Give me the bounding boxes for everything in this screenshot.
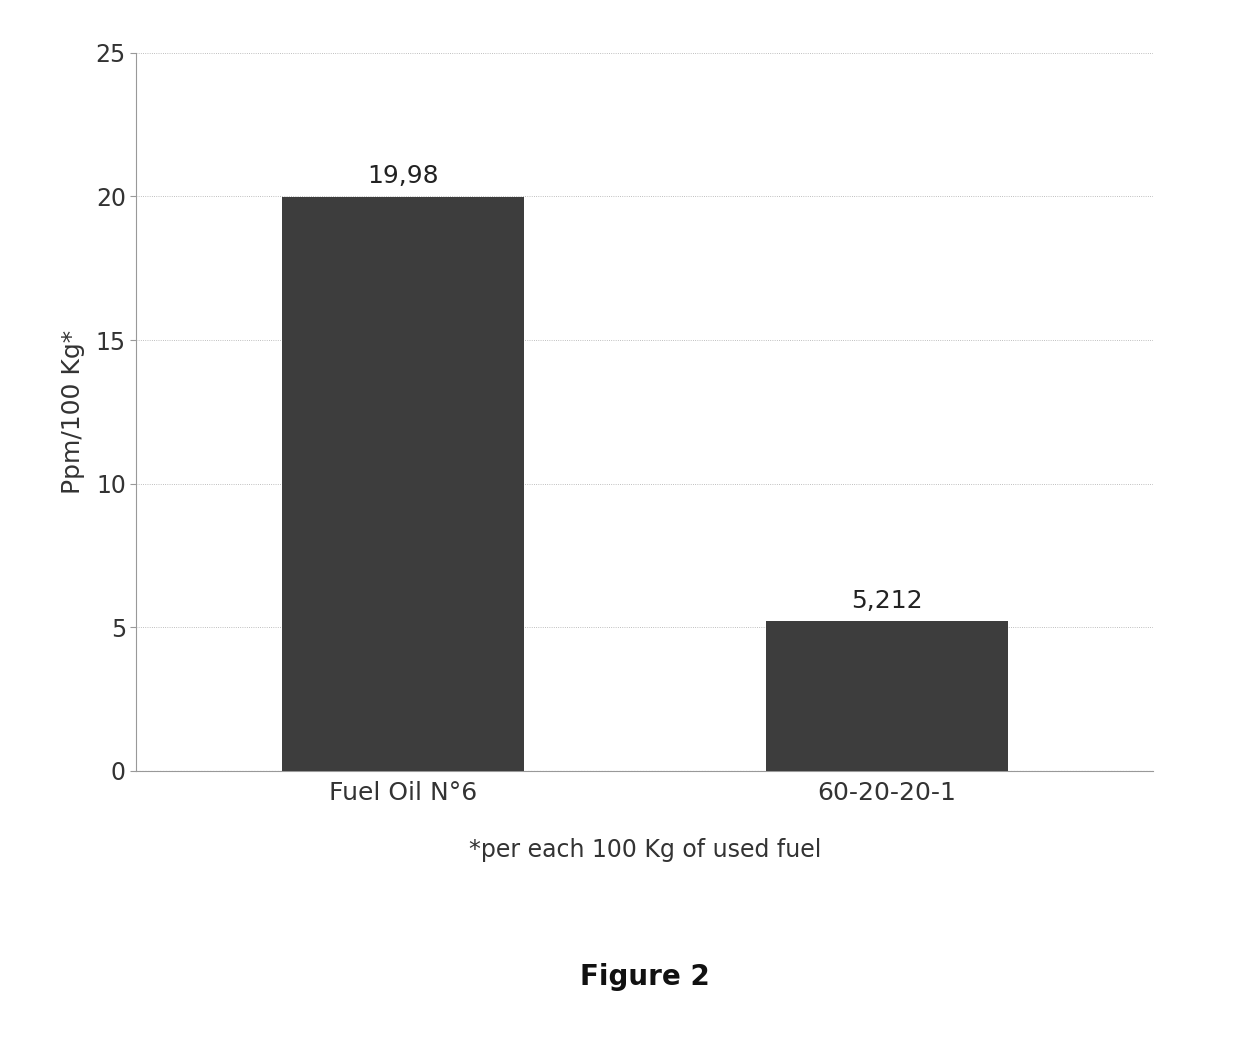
- Text: *per each 100 Kg of used fuel: *per each 100 Kg of used fuel: [469, 838, 821, 862]
- Bar: [281, 197, 523, 771]
- Y-axis label: Ppm/100 Kg*: Ppm/100 Kg*: [61, 329, 84, 494]
- Text: 19,98: 19,98: [367, 165, 439, 188]
- Bar: [766, 621, 1008, 771]
- Text: 5,212: 5,212: [851, 588, 923, 612]
- Text: Figure 2: Figure 2: [580, 963, 709, 991]
